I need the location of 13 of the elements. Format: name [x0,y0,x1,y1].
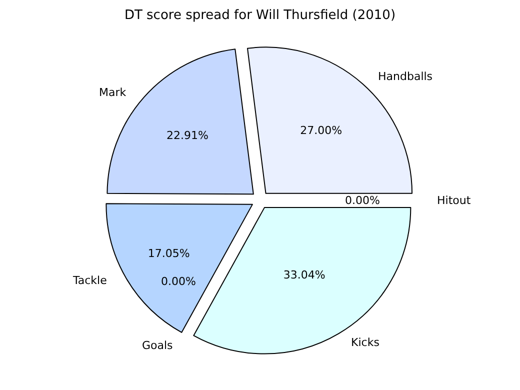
text: 0.00% [345,194,380,207]
data-label: 17.05% [148,246,190,260]
data-label: 27.00% [300,124,342,138]
slice-label: Tackle [72,274,108,287]
slice-label: Handballs [378,70,433,83]
data-label: 33.04% [283,268,326,282]
slice-label: Kicks [351,336,380,349]
slice-label: Mark [99,86,127,99]
text: 0.00% [161,275,196,288]
category-label: Hitout [437,194,471,207]
data-label: 22.91% [166,129,208,142]
category-label: Goals [142,339,173,352]
chart-title: DT score spread for Will Thursfield (2010) [124,8,396,23]
